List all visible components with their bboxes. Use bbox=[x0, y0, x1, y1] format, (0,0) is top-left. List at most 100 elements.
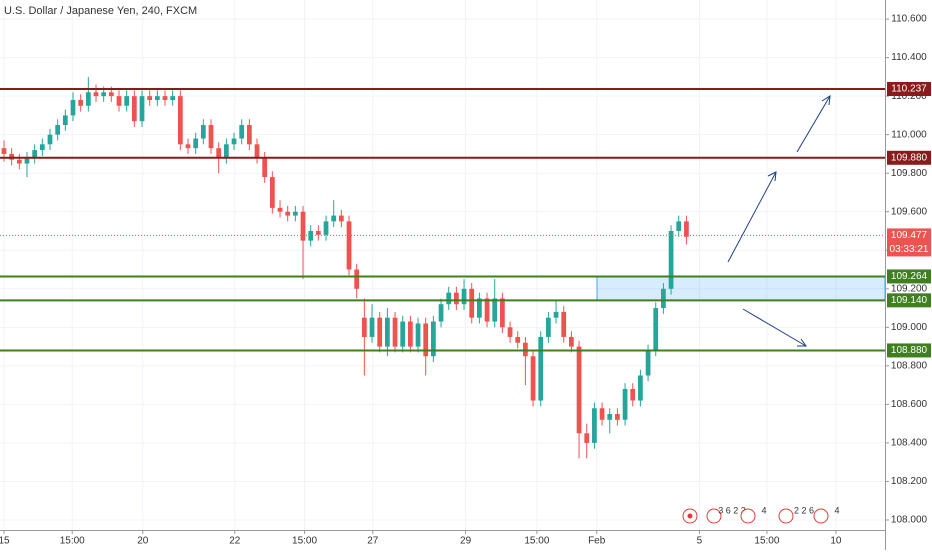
event-icon bbox=[778, 508, 794, 524]
candle-body bbox=[223, 144, 229, 158]
candle-body bbox=[346, 221, 352, 270]
candle-body bbox=[277, 207, 283, 212]
candle-body bbox=[162, 96, 168, 100]
candle-body bbox=[361, 317, 367, 337]
candle-body bbox=[47, 134, 53, 145]
candle-body bbox=[546, 317, 551, 337]
candle-body bbox=[78, 99, 84, 106]
candle-body bbox=[515, 336, 521, 343]
candle-body bbox=[492, 298, 498, 322]
x-tick-label: 5 bbox=[697, 536, 703, 547]
candle-body bbox=[400, 321, 406, 347]
candle-body bbox=[55, 125, 61, 135]
candle-body bbox=[147, 96, 153, 100]
candle-body bbox=[108, 92, 114, 97]
level-label: 108.880 bbox=[891, 345, 928, 356]
candle-body bbox=[101, 92, 107, 97]
candle-body bbox=[676, 221, 682, 231]
candle-body bbox=[254, 144, 260, 158]
candle-body bbox=[584, 433, 590, 443]
y-tick-label: 108.000 bbox=[891, 515, 928, 526]
candle-body bbox=[139, 96, 145, 122]
y-tick-label: 108.400 bbox=[891, 438, 928, 449]
candle-body bbox=[645, 350, 651, 376]
x-tick-label: 15:00 bbox=[754, 536, 779, 547]
candle-body bbox=[24, 157, 30, 164]
arrow bbox=[796, 95, 831, 153]
candle-body bbox=[154, 96, 160, 100]
candle-body bbox=[177, 96, 183, 145]
y-tick-label: 110.200 bbox=[891, 91, 927, 102]
candle-body bbox=[461, 288, 467, 305]
last-price-box bbox=[887, 228, 931, 257]
arrow-head bbox=[797, 338, 807, 347]
candle-body bbox=[323, 221, 329, 235]
candle-body bbox=[369, 317, 375, 337]
candle-body bbox=[231, 138, 237, 145]
candle-body bbox=[661, 288, 666, 309]
candle-body bbox=[630, 388, 636, 401]
candle-body bbox=[331, 215, 337, 222]
arrow-head bbox=[821, 95, 831, 106]
level-label: 109.880 bbox=[891, 152, 928, 163]
candle-body bbox=[638, 375, 643, 401]
candle-body bbox=[553, 311, 559, 318]
y-tick-label: 109.800 bbox=[891, 168, 928, 179]
candle-body bbox=[62, 115, 68, 126]
candle-body bbox=[392, 317, 398, 347]
candle-body bbox=[507, 327, 513, 337]
candle-body bbox=[292, 211, 298, 216]
candle-body bbox=[239, 125, 245, 139]
y-tick-label: 108.800 bbox=[891, 360, 928, 371]
candle-body bbox=[354, 269, 360, 289]
candle-body bbox=[170, 96, 176, 100]
x-tick-label: Feb bbox=[588, 536, 606, 547]
candle-body bbox=[430, 321, 436, 357]
candle-body bbox=[124, 96, 130, 106]
candle-body bbox=[684, 221, 689, 237]
event-label: 4 bbox=[761, 505, 766, 515]
candle-body bbox=[668, 230, 674, 289]
y-tick-label: 109.000 bbox=[891, 322, 928, 333]
event-icon bbox=[813, 508, 829, 524]
arrow-head bbox=[767, 171, 777, 182]
candle-body bbox=[446, 292, 452, 305]
candle-body bbox=[538, 336, 544, 401]
arrow bbox=[742, 308, 807, 347]
arrows bbox=[727, 95, 831, 347]
candle-body bbox=[622, 388, 628, 420]
candle-body bbox=[262, 157, 268, 178]
candle-body bbox=[208, 125, 214, 149]
candle-body bbox=[185, 144, 191, 149]
level-label-box bbox=[887, 269, 931, 284]
candle-body bbox=[338, 215, 344, 222]
x-tick-label: 15:00 bbox=[60, 536, 85, 547]
candle-body bbox=[93, 92, 99, 97]
event-label: 4 bbox=[834, 505, 839, 515]
candle-body bbox=[599, 408, 605, 420]
candle-body bbox=[615, 414, 620, 420]
candle-body bbox=[415, 323, 421, 347]
event-icon bbox=[740, 508, 756, 524]
x-tick-label: 22 bbox=[229, 536, 241, 547]
event-label: 2 2 6 bbox=[794, 505, 814, 515]
candle-body bbox=[576, 346, 582, 434]
candle-body bbox=[469, 288, 475, 318]
x-tick-label: 27 bbox=[367, 536, 379, 547]
y-tick-label: 110.400 bbox=[891, 52, 927, 63]
x-tick-label: 15 bbox=[0, 536, 10, 547]
level-label-box bbox=[887, 82, 931, 97]
y-tick-label: 110.600 bbox=[891, 14, 927, 25]
x-tick-label: 15:00 bbox=[292, 536, 317, 547]
candle-body bbox=[246, 125, 252, 145]
event-label: 3 6 2 3 bbox=[718, 505, 746, 515]
candle-body bbox=[569, 336, 574, 347]
candle-body bbox=[407, 321, 413, 347]
candle-body bbox=[39, 144, 45, 151]
candle-body bbox=[530, 356, 536, 401]
candle-body bbox=[216, 148, 222, 158]
candle-body bbox=[300, 211, 306, 241]
y-tick-label: 108.600 bbox=[891, 399, 928, 410]
x-tick-label: 29 bbox=[460, 536, 472, 547]
